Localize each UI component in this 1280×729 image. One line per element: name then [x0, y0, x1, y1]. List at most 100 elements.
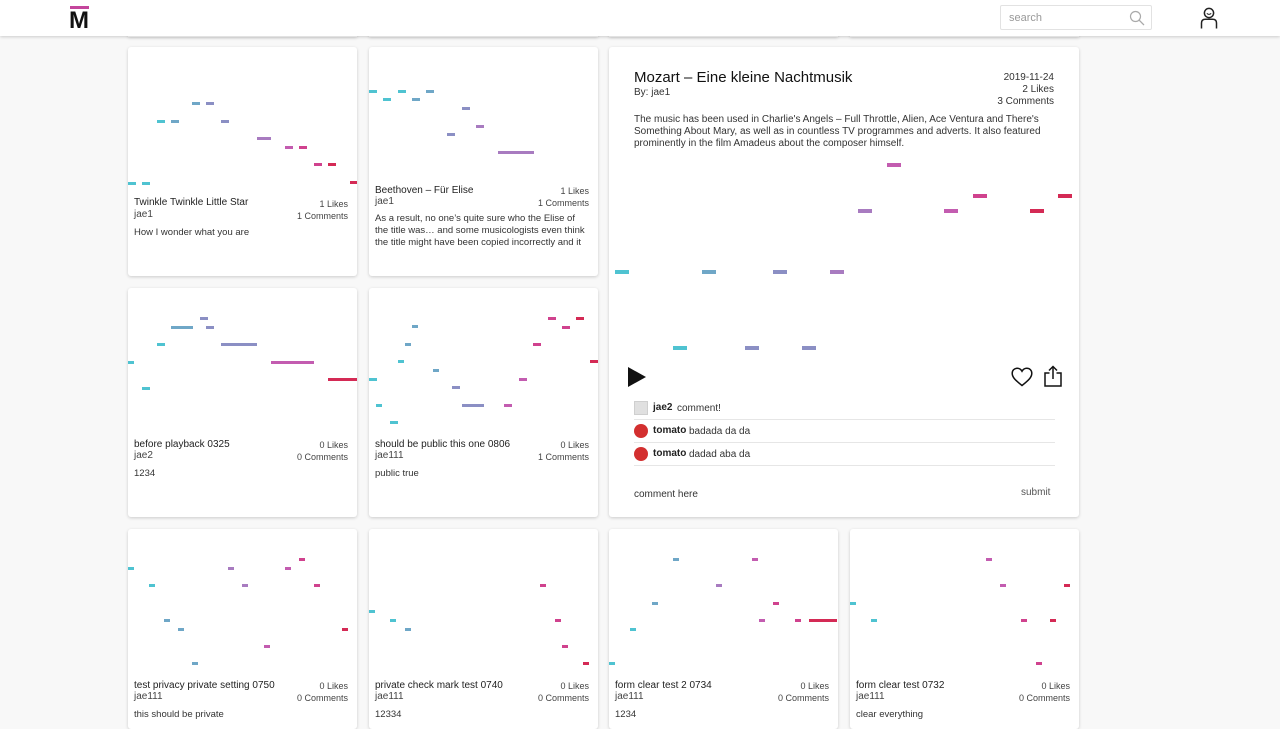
detail-title: Mozart – Eine kleine Nachtmusik — [634, 69, 853, 86]
song-description: 12334 — [375, 709, 402, 720]
note-bar — [795, 619, 801, 622]
note-bar — [192, 662, 198, 665]
piano-roll-player[interactable] — [609, 147, 1079, 357]
detail-date: 2019-11-24 — [1003, 72, 1054, 83]
note-bar — [745, 346, 759, 350]
detail-author[interactable]: By: jae1 — [634, 87, 671, 98]
song-author[interactable]: jae111 — [615, 691, 644, 702]
song-card[interactable]: Beethoven – Für Elise jae1 1 Likes 1 Com… — [369, 47, 598, 276]
note-bar — [178, 628, 184, 631]
note-bar — [206, 326, 214, 329]
comment-text: comment! — [677, 403, 721, 414]
note-bar — [590, 360, 598, 363]
song-title[interactable]: Beethoven – Für Elise — [375, 185, 474, 196]
song-title[interactable]: test privacy private setting 0750 — [134, 680, 275, 691]
note-bar — [555, 619, 561, 622]
song-card[interactable]: before playback 0325 jae2 0 Likes 0 Comm… — [128, 288, 357, 517]
comment-input[interactable] — [634, 487, 974, 501]
note-bar — [615, 270, 629, 274]
note-bar — [328, 163, 336, 166]
song-description: 1234 — [615, 709, 637, 720]
song-author[interactable]: jae1 — [134, 209, 153, 220]
note-bar — [157, 120, 165, 123]
song-author[interactable]: jae111 — [375, 450, 404, 461]
note-bar — [369, 610, 375, 613]
song-title[interactable]: before playback 0325 — [134, 439, 230, 450]
song-card[interactable]: should be public this one 0806 jae111 0 … — [369, 288, 598, 517]
song-description: How I wonder what you are — [134, 227, 250, 238]
note-bar — [426, 90, 434, 93]
note-bar — [630, 628, 636, 631]
song-description: this should be private — [134, 709, 224, 720]
song-author[interactable]: jae111 — [375, 691, 404, 702]
note-bar — [759, 619, 765, 622]
note-bar — [1000, 584, 1006, 587]
note-bar — [171, 326, 193, 329]
song-author[interactable]: jae1 — [375, 196, 394, 207]
note-bar — [221, 343, 257, 346]
play-icon[interactable] — [627, 367, 647, 387]
submit-comment-button[interactable]: submit — [1021, 487, 1051, 498]
note-bar — [986, 558, 992, 561]
note-bar — [299, 558, 305, 561]
song-card[interactable]: test privacy private setting 0750 jae111… — [128, 529, 357, 729]
note-bar — [871, 619, 877, 622]
song-title[interactable]: Twinkle Twinkle Little Star — [134, 197, 249, 208]
note-bar — [369, 378, 377, 381]
user-profile-icon[interactable] — [1200, 7, 1218, 29]
song-card[interactable]: form clear test 2 0734 jae111 0 Likes 0 … — [609, 529, 838, 729]
note-bar — [405, 343, 411, 346]
likes-count: 0 Likes — [560, 681, 589, 691]
search-input[interactable] — [1009, 10, 1121, 26]
comment-username[interactable]: tomato — [653, 448, 687, 459]
song-author[interactable]: jae111 — [856, 691, 885, 702]
detail-description: The music has been used in Charlie's Ang… — [634, 114, 1041, 149]
comments-count: 0 Comments — [537, 693, 589, 703]
note-bar — [398, 90, 406, 93]
song-title[interactable]: should be public this one 0806 — [375, 439, 511, 450]
note-bar — [498, 151, 534, 154]
comments-count: 0 Comments — [296, 693, 348, 703]
song-title[interactable]: form clear test 0732 — [856, 680, 945, 691]
song-title[interactable]: private check mark test 0740 — [375, 680, 503, 691]
comments-count: 1 Comments — [537, 198, 589, 208]
likes-count: 0 Likes — [319, 440, 348, 450]
song-author[interactable]: jae2 — [134, 450, 153, 461]
song-author[interactable]: jae111 — [134, 691, 163, 702]
note-bar — [476, 125, 484, 128]
note-bar — [257, 137, 271, 140]
likes-count: 0 Likes — [319, 681, 348, 691]
comment-item: tomato badada da da — [634, 420, 1055, 443]
note-bar — [376, 404, 382, 407]
comment-username[interactable]: tomato — [653, 425, 687, 436]
song-title[interactable]: form clear test 2 0734 — [615, 680, 712, 691]
song-card[interactable]: private check mark test 0740 jae111 0 Li… — [369, 529, 598, 729]
note-bar — [858, 209, 872, 213]
song-card[interactable]: Twinkle Twinkle Little Star jae1 1 Likes… — [128, 47, 357, 276]
note-bar — [548, 317, 556, 320]
user-avatar-placeholder[interactable] — [634, 401, 648, 415]
comment-username[interactable]: jae2 — [653, 402, 673, 413]
comments-count: 0 Comments — [296, 452, 348, 462]
song-card[interactable]: form clear test 0732 jae111 0 Likes 0 Co… — [850, 529, 1079, 729]
note-bar — [519, 378, 527, 381]
tomato-avatar[interactable] — [634, 424, 648, 438]
note-bar — [462, 404, 484, 407]
piano-roll-preview — [369, 47, 598, 197]
tomato-avatar[interactable] — [634, 447, 648, 461]
note-bar — [1050, 619, 1056, 622]
note-bar — [369, 90, 377, 93]
note-bar — [299, 146, 307, 149]
song-description: public true — [375, 468, 419, 479]
note-bar — [752, 558, 758, 561]
note-bar — [540, 584, 546, 587]
app-logo[interactable]: M — [69, 6, 89, 34]
search-icon[interactable] — [1129, 10, 1145, 26]
note-bar — [1021, 619, 1027, 622]
note-bar — [200, 317, 208, 320]
heart-icon[interactable] — [1011, 367, 1033, 387]
share-icon[interactable] — [1043, 365, 1063, 387]
top-bar: M — [0, 0, 1280, 36]
logo-letter: M — [69, 7, 89, 34]
note-bar — [887, 163, 901, 167]
